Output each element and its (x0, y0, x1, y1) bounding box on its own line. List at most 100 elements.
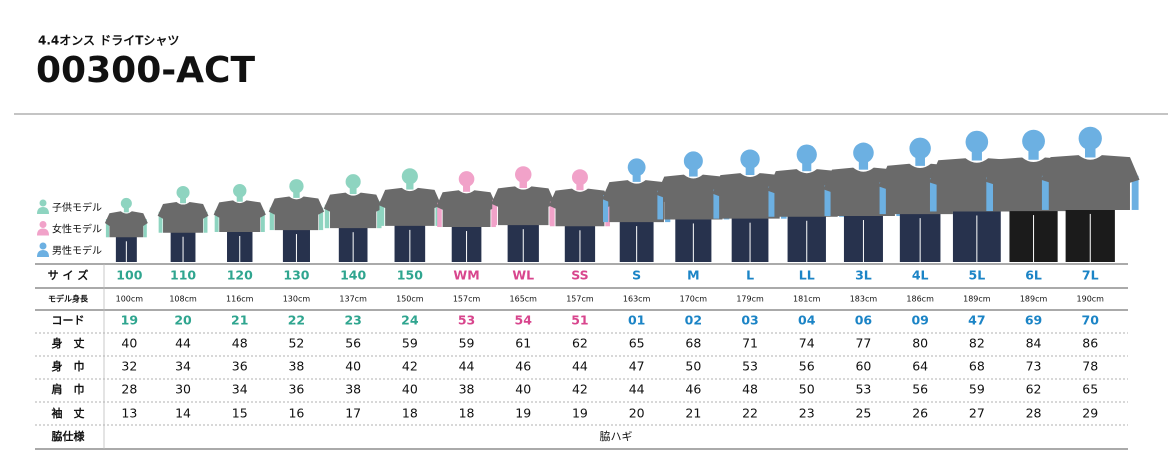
cell: 70 (1082, 313, 1100, 328)
model-neck (236, 196, 243, 202)
cell: 25 (855, 406, 871, 421)
cell: 6L (1025, 268, 1042, 283)
cell: 170cm (680, 295, 708, 304)
cell: 22 (288, 313, 305, 328)
cell: 50 (685, 359, 701, 374)
cell: 38 (459, 382, 475, 397)
cell: 44 (459, 359, 475, 374)
legend-icon-head (39, 199, 47, 207)
cell: 42 (572, 382, 588, 397)
cell: 78 (1082, 359, 1098, 374)
model-head (683, 151, 703, 171)
cell: 40 (402, 382, 418, 397)
model-neck (1028, 150, 1039, 160)
cell: 46 (515, 359, 531, 374)
row-label: 肩 巾 (52, 382, 85, 396)
cell: 65 (1082, 382, 1098, 397)
model-shirt (436, 190, 497, 228)
cell: 186cm (906, 295, 934, 304)
cell: 53 (458, 313, 475, 328)
model-neck (180, 197, 186, 204)
legend-icon-head (39, 221, 47, 228)
model-arm (768, 186, 775, 217)
legend-label: 子供モデル (52, 201, 102, 214)
cell: 53 (855, 382, 871, 397)
cell: 23 (344, 313, 361, 328)
model-arm (143, 219, 147, 238)
cell: 52 (288, 336, 304, 351)
cell: 56 (799, 359, 815, 374)
model-arm (986, 177, 994, 212)
cell: 20 (629, 406, 645, 421)
cell: 24 (401, 313, 419, 328)
model-arm (824, 185, 831, 217)
cell: 100 (116, 268, 142, 283)
cell: 82 (969, 336, 985, 351)
cell: 3L (855, 268, 872, 283)
cell: 26 (912, 406, 928, 421)
cell: WM (453, 268, 479, 283)
cell: 80 (912, 336, 928, 351)
cell: 15 (232, 406, 248, 421)
cell: 36 (232, 359, 248, 374)
cell: 01 (628, 313, 645, 328)
models (104, 126, 1140, 262)
cell: 77 (855, 336, 871, 351)
model-neck (576, 183, 584, 191)
model-arm (214, 210, 219, 232)
cell: 38 (345, 382, 361, 397)
cell: 110 (170, 268, 196, 283)
row-label: サ イ ズ (48, 268, 89, 282)
cell: 27 (969, 406, 985, 421)
model-neck (745, 166, 755, 176)
model-head (345, 174, 361, 190)
model-arm (492, 199, 498, 226)
model-neck (689, 168, 698, 177)
cell: 157cm (453, 295, 481, 304)
cell: 23 (799, 406, 815, 421)
row-label: 脇仕様 (52, 429, 86, 443)
model-head (1078, 126, 1102, 151)
model-head (740, 149, 760, 169)
model-neck (406, 182, 414, 190)
model-neck (971, 151, 982, 161)
cell: 163cm (623, 295, 651, 304)
cell: 19 (515, 406, 531, 421)
cell: WL (512, 268, 534, 283)
cell: 04 (798, 313, 816, 328)
model-head (233, 184, 247, 198)
model-head (515, 166, 532, 183)
model-shirt (213, 200, 266, 232)
model-neck (293, 191, 300, 198)
model-neck (858, 161, 869, 170)
cell: 32 (121, 359, 137, 374)
model-shirt (491, 186, 556, 226)
cell: 59 (402, 336, 418, 351)
legend-label: 女性モデル (52, 223, 102, 236)
cell: 34 (175, 359, 191, 374)
model-shirt (656, 174, 731, 220)
model-head (401, 168, 418, 185)
cell: 84 (1026, 336, 1042, 351)
model-arm (1041, 175, 1049, 210)
cell: 40 (121, 336, 137, 351)
model-arm (324, 204, 330, 229)
cell: 28 (1026, 406, 1042, 421)
model-head (627, 158, 646, 177)
cell: 40 (345, 359, 361, 374)
cell: 47 (629, 359, 645, 374)
cell: 14 (175, 406, 191, 421)
cell: 59 (459, 336, 475, 351)
cell: 68 (685, 336, 701, 351)
cell: 157cm (566, 295, 594, 304)
cell: 47 (968, 313, 985, 328)
model-head (853, 142, 874, 164)
cell: 116cm (226, 295, 254, 304)
model-arm (437, 202, 442, 228)
cell: 13 (121, 406, 137, 421)
cell: 5L (969, 268, 986, 283)
cell: 48 (232, 336, 248, 351)
model-neck (915, 156, 925, 166)
model-head (289, 179, 304, 194)
